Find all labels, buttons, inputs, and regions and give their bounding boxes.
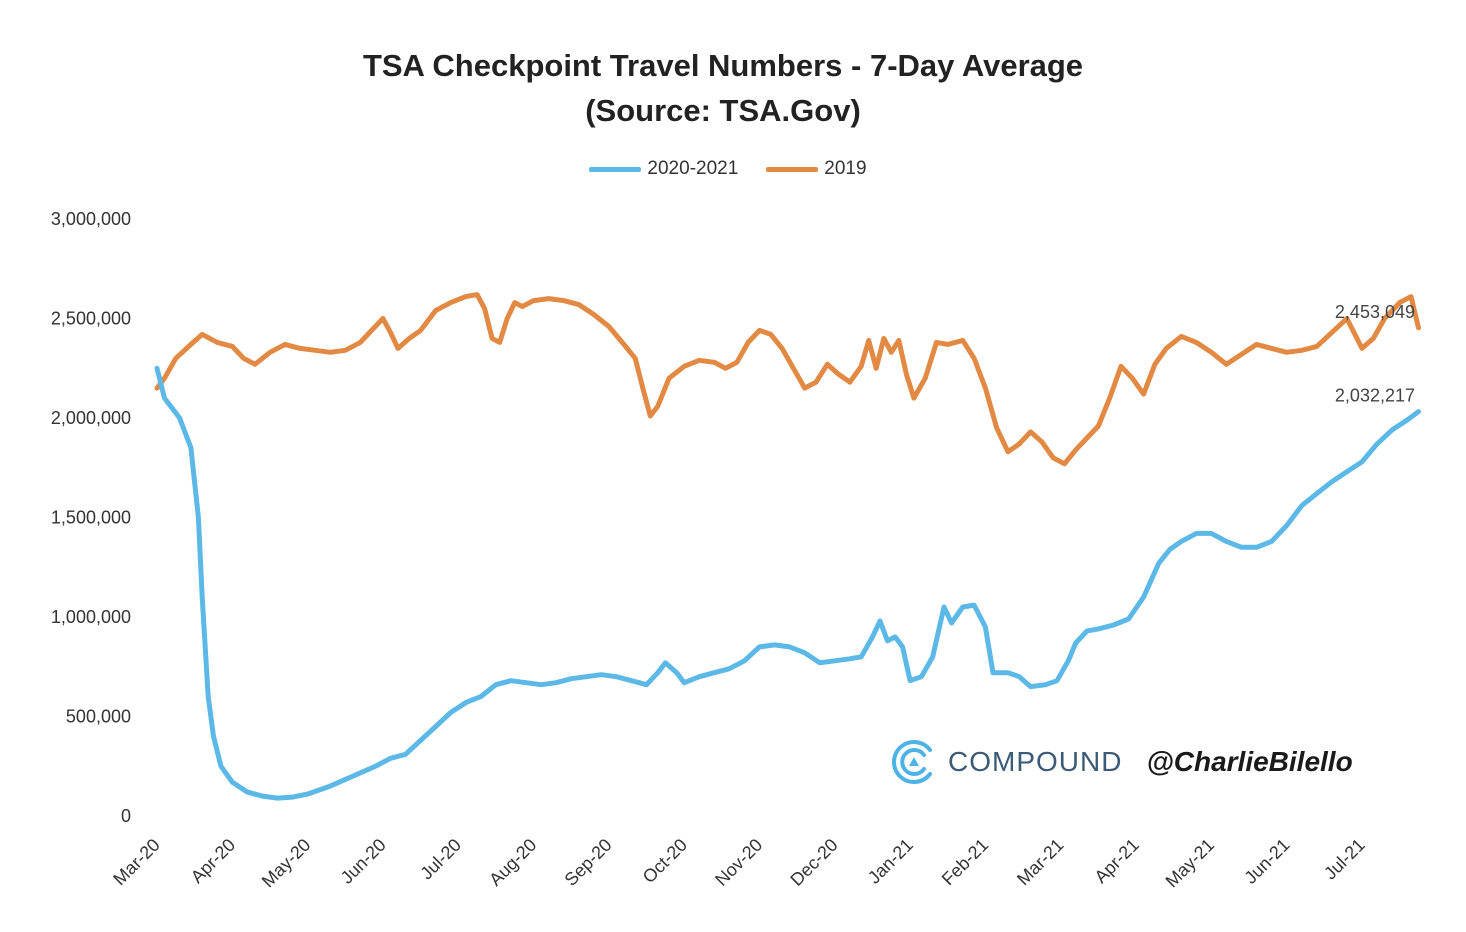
legend-item-2019: 2019 <box>766 158 867 180</box>
legend-swatch-2019 <box>766 166 819 172</box>
series-lines <box>154 292 1421 801</box>
x-tick-label: Jul-20 <box>416 835 465 884</box>
end-label-2019: 2,453,049 <box>1335 302 1415 322</box>
x-tick-label: Jun-21 <box>1240 835 1293 888</box>
branding: COMPOUND @CharlieBilello <box>890 735 1353 789</box>
x-tick-label: Jan-21 <box>864 835 917 888</box>
legend-swatch-2020-2021 <box>589 166 642 172</box>
end-labels: 2,032,217 2,453,049 <box>1335 302 1415 406</box>
y-axis: 0 500,000 1,000,000 1,500,000 2,000,000 2,500… <box>51 209 131 826</box>
x-tick-label: Jul-21 <box>1320 835 1369 884</box>
series-line-2020-2021 <box>154 365 1421 801</box>
x-tick-label: Aug-20 <box>485 835 540 890</box>
chart-subtitle: (Source: TSA.Gov) <box>585 93 861 128</box>
y-tick-label: 1,500,000 <box>51 508 131 528</box>
compound-logo-icon <box>892 740 932 784</box>
y-tick-label: 0 <box>121 806 131 826</box>
chart-title: TSA Checkpoint Travel Numbers - 7-Day Av… <box>362 48 1084 83</box>
legend-item-2020-2021: 2020-2021 <box>589 158 738 180</box>
x-tick-label: Mar-20 <box>109 835 163 889</box>
x-tick-label: Feb-21 <box>938 835 992 889</box>
x-tick-label: Apr-21 <box>1091 835 1143 887</box>
x-tick-label: Nov-20 <box>711 835 766 890</box>
x-tick-label: Apr-20 <box>187 835 239 887</box>
y-tick-label: 500,000 <box>66 707 131 727</box>
series-line-2019 <box>154 292 1421 467</box>
y-tick-label: 1,000,000 <box>51 607 131 627</box>
y-tick-label: 2,000,000 <box>51 408 131 428</box>
x-tick-label: Oct-20 <box>639 835 691 887</box>
x-tick-label: May-21 <box>1162 835 1219 892</box>
brand-handle: @CharlieBilello <box>1146 746 1353 777</box>
end-label-2020-2021: 2,032,217 <box>1335 386 1415 406</box>
brand-name: COMPOUND <box>948 746 1123 777</box>
x-axis: Mar-20 Apr-20 May-20 Jun-20 Jul-20 Aug-20 Sep-… <box>109 835 1368 892</box>
y-tick-label: 2,500,000 <box>51 309 131 329</box>
x-tick-label: May-20 <box>258 835 315 892</box>
x-tick-label: Mar-21 <box>1013 835 1067 889</box>
y-tick-label: 3,000,000 <box>51 209 131 229</box>
chart-legend: 2020-2021 2019 <box>0 158 1456 180</box>
x-tick-label: Jun-20 <box>337 835 390 888</box>
legend-label-2020-2021: 2020-2021 <box>647 158 739 179</box>
x-tick-label: Sep-20 <box>561 835 616 890</box>
legend-label-2019: 2019 <box>824 158 867 179</box>
x-tick-label: Dec-20 <box>786 835 841 890</box>
